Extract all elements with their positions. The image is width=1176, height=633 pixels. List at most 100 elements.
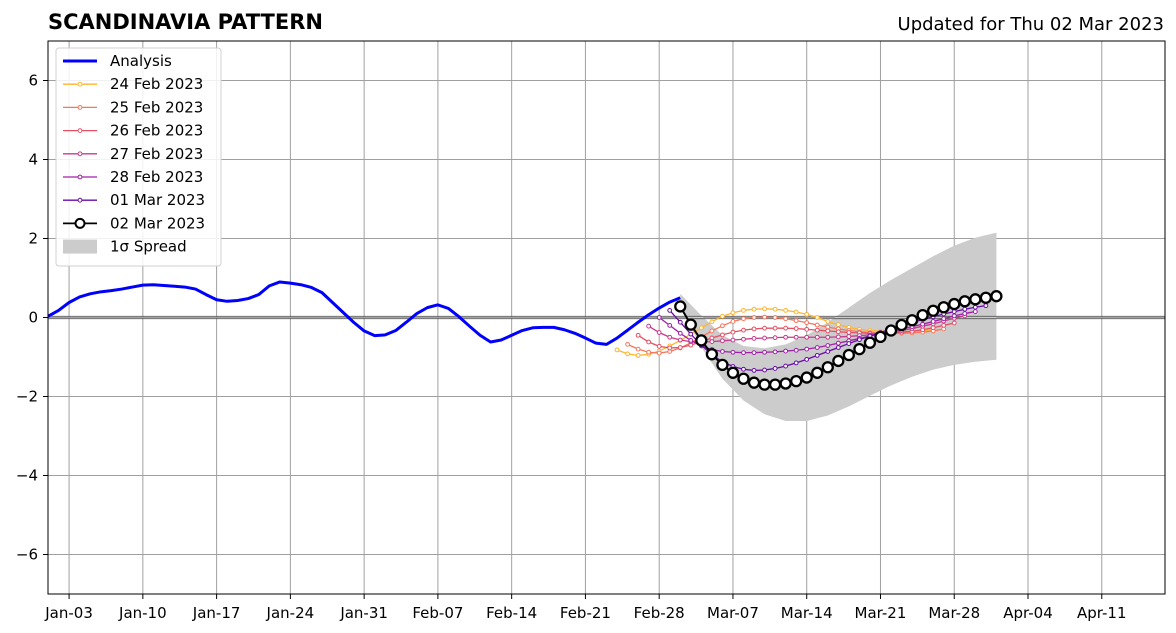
forecast-point (674, 300, 687, 313)
forecast-point (825, 334, 831, 340)
forecast-point (747, 376, 761, 389)
forecast-point (762, 306, 767, 312)
forecast-point (720, 323, 725, 329)
forecast-point (677, 319, 683, 325)
forecast-point (804, 356, 810, 362)
forecast-point (635, 332, 641, 338)
forecast-point (667, 307, 673, 313)
forecast-point (772, 306, 778, 312)
forecast-point (846, 330, 852, 335)
forecast-point (857, 337, 862, 343)
forecast-point (821, 361, 834, 374)
x-tick-label: Jan-31 (339, 604, 388, 622)
forecast-point (772, 335, 778, 341)
forecast-point (646, 323, 652, 329)
forecast-point (846, 341, 852, 346)
legend-label: 01 Mar 2023 (110, 191, 205, 209)
forecast-point (793, 326, 799, 331)
x-tick-label: Feb-14 (486, 604, 537, 622)
x-tick-label: Jan-24 (266, 604, 315, 622)
forecast-point (814, 322, 820, 328)
forecast-point (951, 320, 957, 326)
forecast-point (695, 334, 708, 347)
legend-entry: 02 Mar 2023 (63, 214, 205, 232)
forecast-point (635, 346, 641, 352)
legend-marker (77, 81, 83, 87)
forecast-point (779, 377, 792, 390)
legend-entry: 01 Mar 2023 (63, 191, 205, 209)
forecast-point (793, 309, 799, 315)
forecast-point (705, 348, 719, 361)
forecast-point (730, 349, 736, 355)
forecast-point (972, 304, 978, 310)
forecast-point (825, 324, 831, 330)
forecast-point (751, 326, 757, 332)
forecast-point (793, 347, 799, 353)
chart-subtitle: Updated for Thu 02 Mar 2023 (898, 14, 1164, 35)
plot-frame (47, 40, 1166, 595)
forecast-point (772, 366, 778, 371)
forecast-point (941, 316, 947, 322)
forecast-point (793, 360, 799, 366)
forecast-point (835, 345, 841, 350)
y-tick-label: −4 (16, 467, 38, 485)
forecast-point (677, 330, 683, 336)
forecast-point (800, 371, 813, 384)
forecast-point (814, 334, 820, 340)
forecast-point (635, 353, 641, 358)
x-tick-label: Apr-11 (1077, 604, 1127, 622)
legend-marker (77, 105, 83, 110)
forecast-point (688, 338, 694, 343)
forecast-point (804, 311, 810, 317)
y-tick-label: 0 (28, 309, 38, 327)
y-tick-label: 6 (28, 72, 38, 90)
forecast-point (804, 334, 810, 340)
forecast-point (783, 307, 789, 313)
forecast-point (916, 308, 929, 322)
forecast-point (772, 349, 778, 355)
analysis-line (47, 280, 681, 346)
forecast-point (941, 323, 947, 328)
x-tick-label: Feb-28 (634, 604, 685, 622)
forecast-point (741, 366, 746, 372)
x-tick-label: Apr-04 (1003, 604, 1053, 622)
forecast-point (751, 315, 757, 320)
forecast-series-6 (674, 290, 1003, 391)
legend-marker (77, 174, 83, 180)
legend-label: 24 Feb 2023 (110, 75, 203, 93)
forecast-point (741, 350, 746, 356)
forecast-point (762, 325, 767, 331)
x-tick-label: Mar-28 (928, 604, 980, 622)
x-tick-label: Jan-03 (44, 604, 93, 622)
zero-line-layer (48, 315, 1165, 320)
forecast-point (677, 345, 683, 350)
legend-entry: Analysis (63, 52, 172, 70)
forecast-point (772, 315, 778, 320)
forecast-point (783, 334, 789, 340)
forecast-point (905, 314, 919, 327)
forecast-point (790, 374, 803, 388)
series-layer (47, 280, 1003, 391)
forecast-point (972, 309, 978, 314)
forecast-point (842, 348, 856, 362)
forecast-point (835, 334, 841, 340)
forecast-point (698, 325, 704, 331)
forecast-point (814, 345, 820, 350)
forecast-point (667, 334, 673, 340)
forecast-point (814, 327, 820, 333)
forecast-point (762, 349, 767, 355)
x-tick-label: Feb-07 (412, 604, 463, 622)
forecast-point (646, 349, 652, 355)
forecast-point (625, 341, 630, 347)
y-tick-label: 4 (28, 151, 38, 169)
forecast-point (811, 366, 824, 379)
forecast-point (951, 313, 957, 319)
forecast-point (730, 310, 736, 316)
forecast-point (948, 297, 961, 311)
forecast-point (751, 306, 757, 312)
forecast-point (730, 329, 736, 335)
forecast-point (656, 330, 662, 335)
x-tick-label: Feb-21 (560, 604, 611, 622)
forecast-point (814, 315, 820, 320)
